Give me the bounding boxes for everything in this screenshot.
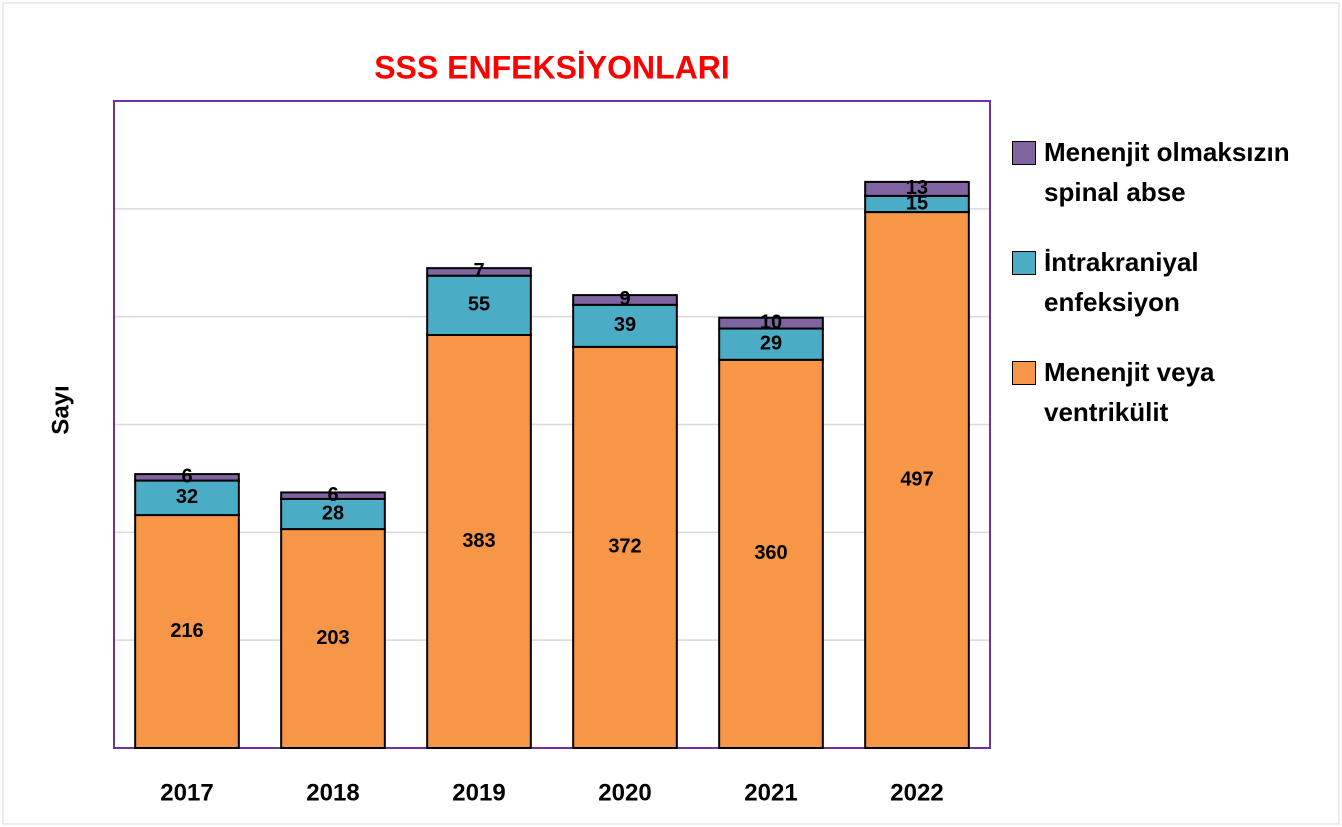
- bar-segment: [718, 327, 824, 361]
- bar-segment: [864, 211, 970, 749]
- bar-segment: [572, 345, 678, 749]
- bar-segment: [718, 358, 824, 749]
- legend-item: Menenjit veya ventrikülit: [1012, 352, 1322, 432]
- data-label: 13: [906, 177, 928, 199]
- legend-label: Menenjit veya ventrikülit: [1044, 357, 1215, 427]
- bar-segment: [572, 294, 678, 306]
- legend-swatch: [1012, 251, 1036, 275]
- data-label: 15: [906, 192, 928, 214]
- x-tick-label: 2018: [306, 779, 359, 806]
- data-label: 28: [322, 502, 344, 524]
- bar-segment: [572, 303, 678, 348]
- data-label: 360: [754, 542, 787, 564]
- bar-segment: [718, 316, 824, 330]
- data-label: 9: [619, 288, 630, 310]
- legend-label: İntrakraniyal enfeksiyon: [1044, 247, 1199, 317]
- data-label: 55: [468, 294, 490, 316]
- bar-segment: [426, 267, 532, 277]
- chart-title: SSS ENFEKSİYONLARI: [374, 49, 730, 85]
- x-tick-label: 2017: [160, 779, 213, 806]
- data-label: 203: [316, 627, 349, 649]
- bar-segment: [426, 333, 532, 749]
- bar-segment: [134, 514, 240, 750]
- bar-segment: [134, 473, 240, 482]
- x-tick-label: 2020: [598, 779, 651, 806]
- x-tick-label: 2019: [452, 779, 505, 806]
- bar-segment: [426, 274, 532, 336]
- legend-item: Menenjit olmaksızın spinal abse: [1012, 132, 1322, 212]
- data-label: 383: [462, 530, 495, 552]
- data-label: 216: [170, 620, 203, 642]
- plot-border: [113, 100, 991, 749]
- x-tick-label: 2022: [890, 779, 943, 806]
- bar-segment: [280, 497, 386, 531]
- bar-segment: [280, 528, 386, 749]
- legend-swatch: [1012, 141, 1036, 165]
- data-label: 39: [614, 314, 636, 336]
- data-label: 29: [760, 332, 782, 354]
- data-label: 10: [760, 311, 782, 333]
- x-tick-label: 2021: [744, 779, 797, 806]
- data-label: 6: [181, 466, 192, 488]
- legend-swatch: [1012, 361, 1036, 385]
- legend-label: Menenjit olmaksızın spinal abse: [1044, 137, 1290, 207]
- data-label: 7: [473, 260, 484, 282]
- legend: Menenjit olmaksızın spinal abse İntrakran…: [1012, 132, 1322, 462]
- bar-segment: [280, 491, 386, 500]
- bar-segment: [134, 479, 240, 517]
- bar-segment: [864, 180, 970, 197]
- data-label: 497: [900, 468, 933, 490]
- data-label: 32: [176, 486, 198, 508]
- data-label: 6: [327, 484, 338, 506]
- data-label: 372: [608, 536, 641, 558]
- legend-item: İntrakraniyal enfeksiyon: [1012, 242, 1322, 322]
- y-axis-label: Sayı: [47, 385, 74, 434]
